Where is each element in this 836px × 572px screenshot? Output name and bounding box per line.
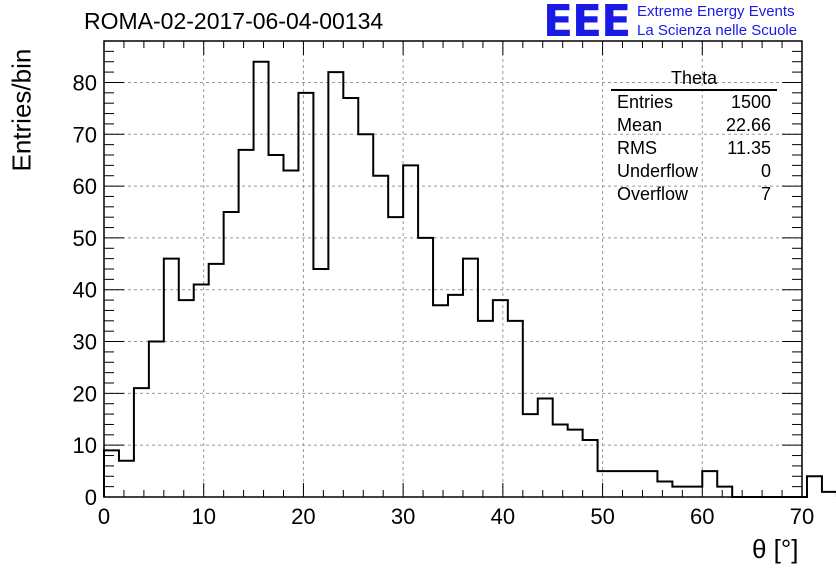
x-tick-label: 70 xyxy=(790,504,814,529)
histogram-line xyxy=(103,60,836,498)
logo-line-1: Extreme Energy Events xyxy=(637,3,795,20)
stats-row-overflow: Overflow 7 xyxy=(611,183,777,206)
stats-value: 22.66 xyxy=(725,115,771,135)
stats-title: Theta xyxy=(611,68,777,91)
x-tick-label: 0 xyxy=(98,504,110,529)
y-tick-label: 30 xyxy=(73,330,97,355)
stats-label: Mean xyxy=(617,115,663,135)
eee-logo: EEE xyxy=(543,0,631,47)
y-axis-label: Entries/bin xyxy=(6,48,37,172)
logo-line-2: La Scienza nelle Scuole xyxy=(637,22,798,39)
x-tick-label: 40 xyxy=(491,504,515,529)
run-title: ROMA-02-2017-06-04-00134 xyxy=(84,8,384,34)
stats-label: Entries xyxy=(617,92,674,112)
y-tick-label: 50 xyxy=(73,226,97,251)
x-tick-label: 60 xyxy=(690,504,714,529)
x-tick-label: 30 xyxy=(391,504,415,529)
logo-caption: Extreme Energy Events La Scienza nelle S… xyxy=(637,2,797,40)
axis-ticks xyxy=(103,40,803,498)
y-tick-label: 60 xyxy=(73,174,97,199)
y-tick-label: 80 xyxy=(73,70,97,95)
x-tick-label: 10 xyxy=(191,504,215,529)
stats-row-entries: Entries 1500 xyxy=(611,91,777,114)
stats-box: Theta Entries 1500 Mean 22.66 RMS 11.35 … xyxy=(611,68,777,206)
y-tick-label: 10 xyxy=(73,433,97,458)
stats-value: 0 xyxy=(760,161,771,181)
stats-label: Underflow xyxy=(617,161,699,181)
x-axis-label: θ [°] xyxy=(752,534,799,564)
x-tick-label: 20 xyxy=(291,504,315,529)
stats-value: 11.35 xyxy=(727,138,771,158)
stats-row-rms: RMS 11.35 xyxy=(611,137,777,160)
plot-frame xyxy=(103,40,803,498)
y-tick-label: 0 xyxy=(85,485,97,510)
stats-label: RMS xyxy=(617,138,657,158)
stats-value: 7 xyxy=(760,184,771,204)
grid-lines xyxy=(104,41,802,497)
stats-value: 1500 xyxy=(730,92,771,112)
stats-label: Overflow xyxy=(617,184,689,204)
stats-row-mean: Mean 22.66 xyxy=(611,114,777,137)
y-tick-label: 70 xyxy=(73,122,97,147)
y-tick-label: 20 xyxy=(73,381,97,406)
y-tick-label: 40 xyxy=(73,278,97,303)
stats-row-underflow: Underflow 0 xyxy=(611,160,777,183)
x-tick-label: 50 xyxy=(590,504,614,529)
